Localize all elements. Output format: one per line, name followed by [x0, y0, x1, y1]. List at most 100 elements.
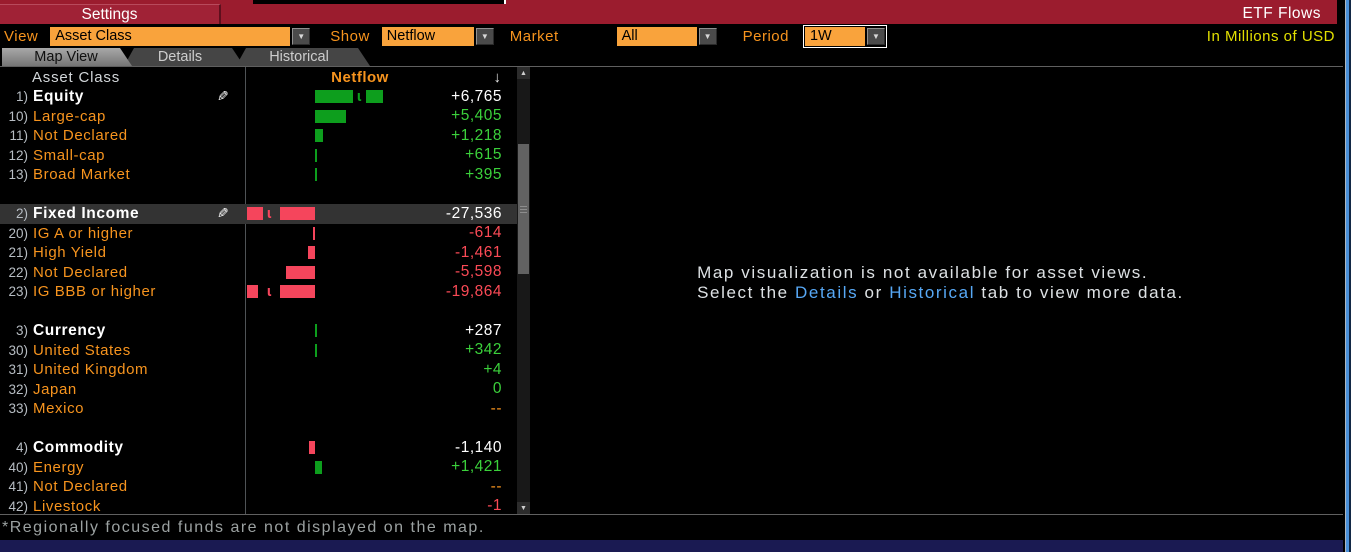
table-row[interactable]: 11) Not Declared +1,218 [0, 126, 517, 146]
tabs-row: Map View Details Historical [0, 48, 1351, 66]
row-label: Not Declared [33, 478, 128, 496]
row-number: 3) [15, 323, 28, 339]
table-row[interactable]: 4) Commodity -1,140 [0, 438, 517, 458]
row-value: -614 [468, 224, 502, 242]
map-message-line1: Map visualization is not available for a… [697, 262, 1149, 282]
table-row[interactable]: 41) Not Declared -- [0, 477, 517, 497]
table-row[interactable]: 30) United States +342 [0, 341, 517, 361]
table-row[interactable]: 32) Japan 0 [0, 380, 517, 400]
row-value: +615 [465, 146, 502, 164]
historical-tab-link[interactable]: Historical [889, 282, 976, 302]
row-value: +6,765 [451, 87, 502, 105]
scroll-up-icon[interactable]: ▲ [517, 67, 530, 79]
map-message-line2-prefix: Select the [697, 282, 796, 302]
row-label: IG BBB or higher [33, 283, 156, 301]
table-row[interactable]: 2) Fixed Income ✎ ɩ -27,536 [0, 204, 517, 224]
scrollbar-thumb[interactable] [518, 144, 529, 274]
row-value: -- [490, 399, 502, 417]
show-dropdown[interactable]: Netflow ▼ [381, 26, 494, 46]
table-row[interactable]: 1) Equity ✎ ɩ +6,765 [0, 87, 517, 107]
view-dropdown-arrow-icon[interactable]: ▼ [292, 27, 311, 45]
period-dropdown-value[interactable]: 1W [804, 26, 865, 46]
market-dropdown-arrow-icon[interactable]: ▼ [698, 27, 717, 45]
netflow-bar-overflow [366, 90, 383, 103]
period-dropdown-arrow-icon[interactable]: ▼ [866, 27, 885, 45]
top-strip-notch [253, 0, 505, 4]
scroll-down-icon[interactable]: ▼ [517, 502, 530, 514]
table-spacer-row [0, 185, 517, 205]
table-row[interactable]: 13) Broad Market +395 [0, 165, 517, 185]
table-row[interactable]: 21) High Yield -1,461 [0, 243, 517, 263]
controls-row: View Asset Class ▼ Show Netflow ▼ Market… [0, 24, 1351, 48]
window-right-edge [1343, 0, 1351, 552]
sort-descending-icon[interactable]: ↓ [493, 68, 502, 86]
map-message-line2: Select the Details or Historical tab to … [697, 283, 1184, 303]
row-label: United Kingdom [33, 361, 149, 379]
view-dropdown[interactable]: Asset Class ▼ [50, 26, 311, 46]
netflow-bar [315, 129, 323, 142]
table-row[interactable]: 40) Energy +1,421 [0, 458, 517, 478]
market-dropdown[interactable]: All ▼ [616, 26, 717, 46]
show-dropdown-arrow-icon[interactable]: ▼ [475, 27, 494, 45]
window-top-strip [0, 0, 1337, 4]
netflow-bar-overflow [247, 285, 258, 298]
table-body: 1) Equity ✎ ɩ +6,765 10) Large-cap +5,405 11) Not… [0, 87, 517, 516]
row-label: Not Declared [33, 263, 128, 281]
market-dropdown-value[interactable]: All [616, 26, 697, 46]
netflow-bar [315, 109, 346, 123]
row-number: 22) [8, 264, 28, 280]
netflow-bar-overflow [247, 207, 263, 220]
table-scrollbar[interactable]: ▲ ▼ [517, 67, 530, 514]
row-value: +5,405 [451, 107, 502, 125]
settings-button[interactable]: Settings [0, 4, 221, 24]
bar-truncation-icon: ɩ [267, 283, 272, 300]
tab-details[interactable]: Details [124, 48, 244, 66]
table-row[interactable]: 20) IG A or higher -614 [0, 224, 517, 244]
table-row[interactable]: 12) Small-cap +615 [0, 146, 517, 166]
table-row[interactable]: 3) Currency +287 [0, 321, 517, 341]
netflow-bar [286, 265, 315, 279]
row-value: -1,140 [455, 438, 502, 456]
table-row[interactable]: 33) Mexico -- [0, 399, 517, 419]
row-number: 20) [8, 225, 28, 241]
tab-historical[interactable]: Historical [236, 48, 370, 66]
row-value: +287 [465, 321, 502, 339]
row-label: Livestock [33, 497, 101, 515]
row-value: -5,598 [455, 263, 502, 281]
table-row[interactable]: 22) Not Declared -5,598 [0, 263, 517, 283]
row-label: Japan [33, 380, 77, 398]
period-label: Period [742, 27, 789, 45]
table-row[interactable]: 31) United Kingdom +4 [0, 360, 517, 380]
row-number: 1) [15, 89, 28, 105]
view-dropdown-value[interactable]: Asset Class [50, 26, 291, 46]
tab-map-view[interactable]: Map View [2, 48, 132, 66]
row-value: +1,218 [451, 126, 502, 144]
details-tab-link[interactable]: Details [795, 282, 859, 302]
row-label: Small-cap [33, 146, 106, 164]
column-header-netflow[interactable]: Netflow [331, 68, 389, 86]
row-number: 32) [8, 381, 28, 397]
row-label: High Yield [33, 244, 107, 262]
row-value: +4 [483, 360, 502, 378]
table-row[interactable]: 42) Livestock -1 [0, 497, 517, 517]
row-label: Currency [33, 321, 106, 339]
table-row[interactable]: 23) IG BBB or higher ɩ -19,864 [0, 282, 517, 302]
show-dropdown-value[interactable]: Netflow [381, 26, 474, 46]
bottom-status-bar [0, 540, 1351, 552]
row-value: -- [490, 477, 502, 495]
table-spacer-row [0, 419, 517, 439]
row-number: 30) [8, 342, 28, 358]
row-number: 11) [9, 128, 28, 144]
map-message-line2-mid: or [858, 282, 890, 302]
netflow-bar [280, 207, 315, 220]
row-number: 12) [8, 147, 28, 163]
row-label: IG A or higher [33, 224, 134, 242]
table-row[interactable]: 10) Large-cap +5,405 [0, 107, 517, 127]
edit-pencil-icon[interactable]: ✎ [217, 205, 229, 221]
edit-pencil-icon[interactable]: ✎ [217, 88, 229, 104]
row-value: -1,461 [455, 243, 502, 261]
map-message-line2-suffix: tab to view more data. [975, 282, 1184, 302]
row-label: Equity [33, 87, 84, 105]
footnote-bar: *Regionally focused funds are not displa… [0, 515, 1337, 540]
period-dropdown[interactable]: 1W ▼ [802, 24, 887, 48]
